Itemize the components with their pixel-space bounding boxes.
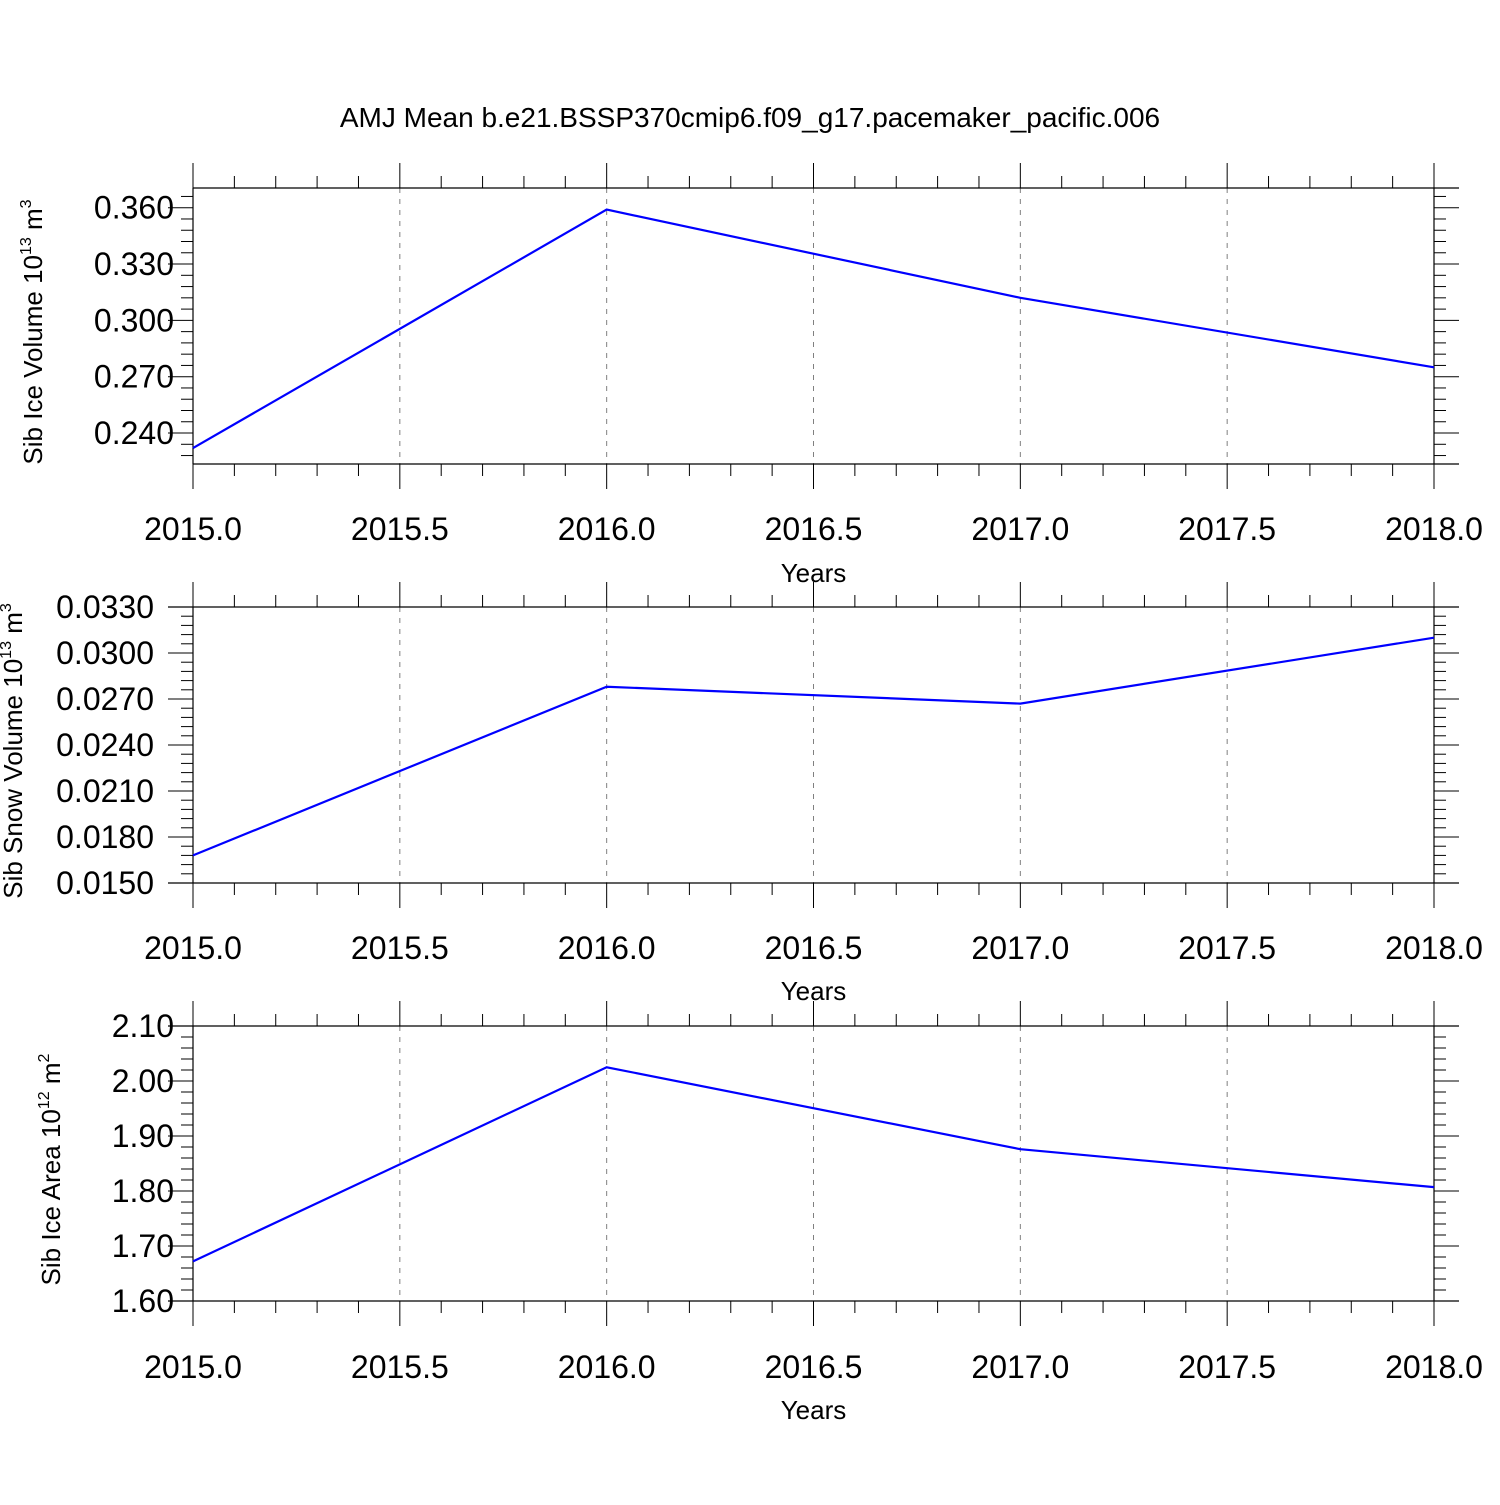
y-tick-label: 0.0210 — [56, 773, 154, 809]
x-tick-label: 2017.5 — [1178, 1349, 1276, 1385]
y-axis-title-part: m — [36, 1062, 66, 1091]
y-axis-superscript: 13 — [0, 641, 15, 659]
x-tick-label: 2017.0 — [971, 930, 1069, 966]
x-tick-label: 2016.0 — [558, 930, 656, 966]
x-tick-label: 2016.0 — [558, 511, 656, 547]
y-tick-label: 2.10 — [112, 1008, 174, 1044]
y-tick-label: 0.0150 — [56, 865, 154, 901]
y-tick-label: 0.0240 — [56, 727, 154, 763]
x-tick-label: 2016.5 — [765, 930, 863, 966]
x-axis-title: Years — [781, 1395, 847, 1425]
y-tick-label: 1.90 — [112, 1118, 174, 1154]
x-tick-label: 2017.5 — [1178, 930, 1276, 966]
y-axis-title: Sib Ice Area 1012 m2 — [36, 1053, 66, 1285]
y-axis-superscript: 13 — [18, 237, 35, 255]
y-tick-label: 0.0330 — [56, 589, 154, 625]
y-tick-label: 0.300 — [94, 302, 174, 338]
y-tick-label: 0.360 — [94, 190, 174, 226]
y-axis-title-part: Sib Ice Volume 10 — [18, 255, 48, 465]
y-tick-label: 1.80 — [112, 1173, 174, 1209]
x-tick-label: 2016.0 — [558, 1349, 656, 1385]
y-axis-title-part: m — [18, 208, 48, 237]
y-tick-label: 1.70 — [112, 1228, 174, 1264]
chart-title: AMJ Mean b.e21.BSSP370cmip6.f09_g17.pace… — [340, 102, 1160, 133]
series-line — [193, 638, 1434, 856]
x-tick-label: 2018.0 — [1385, 1349, 1483, 1385]
panel-2: 0.0330 0.0300 0.0270 0.0240 0.0210 0.0180 0.01… — [0, 582, 1483, 1006]
x-tick-label: 2016.5 — [765, 511, 863, 547]
x-tick-label: 2016.5 — [765, 1349, 863, 1385]
y-axis-title-part: Sib Snow Volume 10 — [0, 659, 28, 899]
y-tick-label: 2.00 — [112, 1063, 174, 1099]
panel-1: 0.360 0.330 0.300 0.270 0.240 2015.0 2015.5 201… — [18, 163, 1483, 588]
x-tick-label: 2017.5 — [1178, 511, 1276, 547]
y-tick-label: 0.0270 — [56, 681, 154, 717]
x-tick-label: 2015.5 — [351, 511, 449, 547]
y-axis-superscript: 12 — [36, 1091, 53, 1109]
y-tick-label: 0.0300 — [56, 635, 154, 671]
x-tick-label: 2017.0 — [971, 511, 1069, 547]
y-tick-label: 0.0180 — [56, 819, 154, 855]
x-tick-label: 2018.0 — [1385, 511, 1483, 547]
x-tick-label: 2015.0 — [144, 930, 242, 966]
y-tick-label: 1.60 — [112, 1283, 174, 1319]
y-tick-label: 0.330 — [94, 246, 174, 282]
y-axis-title: Sib Ice Volume 1013 m3 — [18, 199, 48, 464]
y-tick-label: 0.240 — [94, 415, 174, 451]
x-tick-label: 2015.0 — [144, 1349, 242, 1385]
x-tick-label: 2015.5 — [351, 1349, 449, 1385]
x-tick-label: 2017.0 — [971, 1349, 1069, 1385]
panel-3: 2.10 2.00 1.90 1.80 1.70 1.60 2015.0 2015.5 2016… — [36, 1001, 1483, 1425]
y-tick-label: 0.270 — [94, 359, 174, 395]
y-axis-title-part: m — [0, 612, 28, 641]
x-tick-label: 2018.0 — [1385, 930, 1483, 966]
y-axis-title: Sib Snow Volume 1013 m3 — [0, 603, 28, 899]
y-axis-superscript: 2 — [36, 1053, 53, 1062]
y-axis-superscript: 3 — [18, 199, 35, 208]
y-axis-title-part: Sib Ice Area 10 — [36, 1109, 66, 1285]
y-axis-superscript: 3 — [0, 603, 15, 612]
x-tick-label: 2015.5 — [351, 930, 449, 966]
x-tick-label: 2015.0 — [144, 511, 242, 547]
